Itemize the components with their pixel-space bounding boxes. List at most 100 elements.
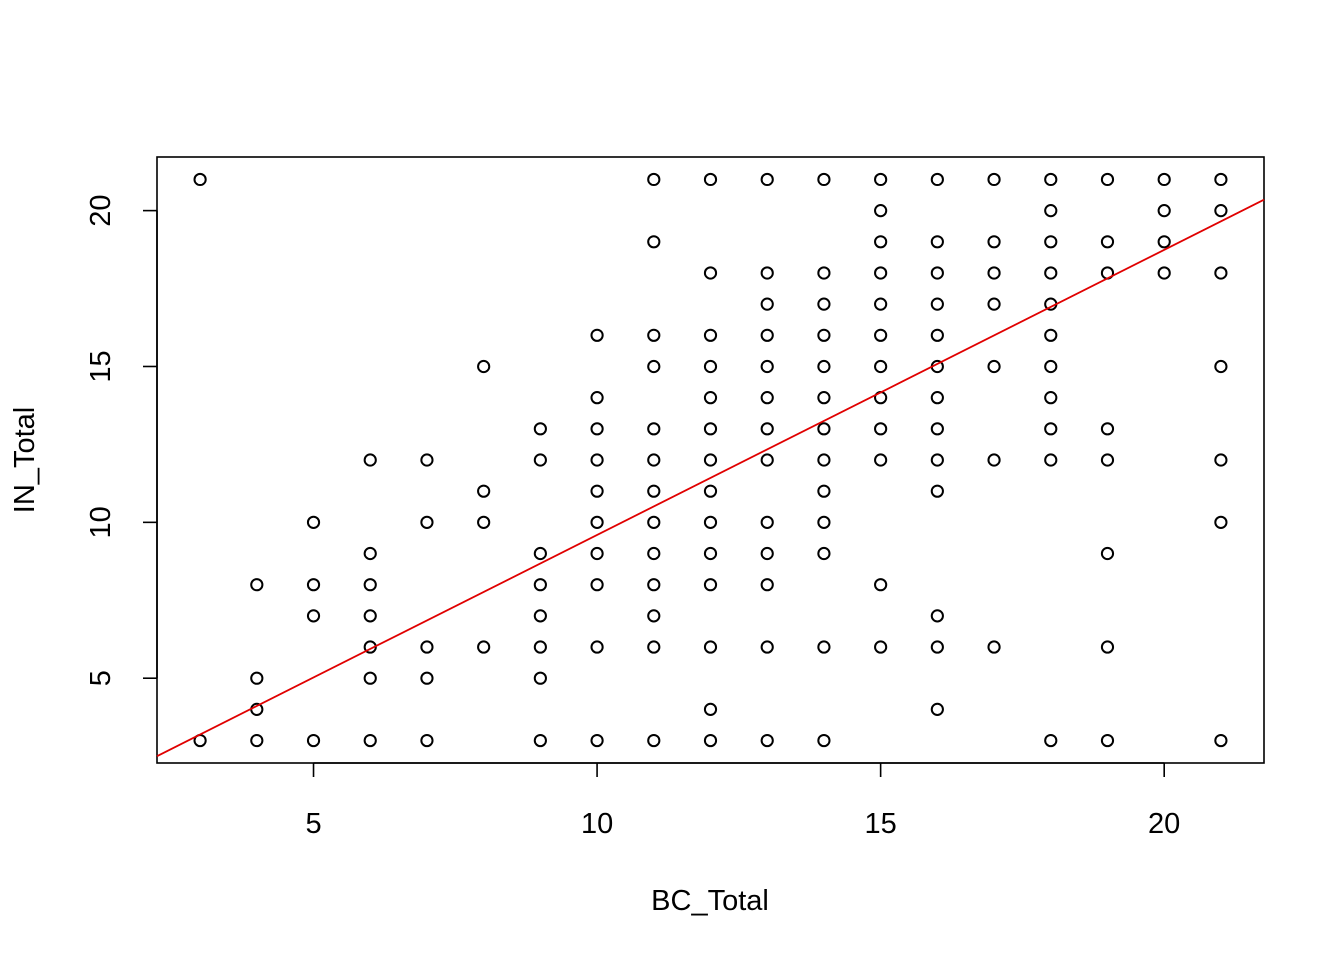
data-point (647, 609, 661, 623)
data-point (930, 453, 944, 467)
data-point (647, 515, 661, 529)
data-point (590, 453, 604, 467)
data-point (874, 297, 888, 311)
data-point (590, 578, 604, 592)
data-point (647, 328, 661, 342)
data-point (306, 733, 321, 748)
data-point (874, 172, 888, 187)
data-point (760, 515, 774, 529)
data-point (703, 359, 718, 374)
data-point (1157, 172, 1171, 187)
data-point (590, 546, 604, 561)
data-point (987, 453, 1001, 467)
data-point (420, 671, 434, 685)
data-point (760, 266, 774, 280)
data-point (420, 733, 434, 748)
data-point (1100, 172, 1115, 187)
data-point (987, 640, 1001, 654)
data-point (477, 640, 491, 654)
data-point (420, 515, 434, 529)
data-point (703, 266, 718, 280)
regression-line (156, 198, 1265, 757)
x-tick-label: 20 (1148, 808, 1180, 840)
data-point (477, 484, 491, 498)
data-point (477, 515, 491, 529)
points-layer (193, 172, 1228, 748)
data-point (703, 733, 718, 748)
data-point (590, 733, 604, 748)
data-point (817, 328, 831, 342)
data-point (760, 172, 774, 187)
data-point (533, 453, 547, 467)
data-point (647, 578, 661, 592)
data-point (1044, 422, 1058, 436)
data-point (1044, 235, 1058, 249)
data-point (306, 515, 321, 529)
data-point (306, 578, 321, 592)
data-point (1044, 172, 1058, 187)
data-point (760, 733, 774, 748)
data-point (760, 546, 774, 561)
data-point (703, 328, 718, 342)
data-point (703, 172, 718, 187)
data-point (930, 266, 944, 280)
data-point (874, 235, 888, 249)
data-point (987, 359, 1001, 374)
data-point (647, 484, 661, 498)
data-point (1157, 266, 1171, 280)
data-point (647, 546, 661, 561)
y-tick-label: 20 (85, 194, 117, 226)
x-axis: 5 10 15 20 (305, 762, 1180, 840)
data-point (1214, 733, 1228, 748)
data-point (817, 453, 831, 467)
data-point (930, 484, 944, 498)
data-point (760, 297, 774, 311)
x-tick-label: 15 (865, 808, 897, 840)
data-point (1044, 391, 1058, 405)
data-point (1214, 359, 1228, 374)
data-point (1044, 733, 1058, 748)
data-point (1044, 204, 1058, 218)
data-point (363, 453, 377, 467)
data-point (363, 671, 377, 685)
data-point (1100, 422, 1115, 436)
data-point (930, 702, 944, 716)
data-point (250, 733, 264, 748)
data-point (647, 453, 661, 467)
data-point (930, 422, 944, 436)
data-point (1214, 204, 1228, 218)
data-point (590, 328, 604, 342)
data-point (1214, 453, 1228, 467)
data-point (477, 359, 491, 374)
data-point (1100, 546, 1115, 561)
data-point (703, 515, 718, 529)
data-point (930, 328, 944, 342)
data-point (760, 391, 774, 405)
x-axis-label: BC_Total (651, 885, 769, 917)
data-point (760, 359, 774, 374)
data-point (874, 422, 888, 436)
data-point (817, 172, 831, 187)
data-point (874, 453, 888, 467)
data-point (760, 640, 774, 654)
data-point (1157, 235, 1171, 249)
data-point (874, 266, 888, 280)
data-point (1100, 640, 1115, 654)
data-point (420, 453, 434, 467)
data-point (760, 328, 774, 342)
y-axis: 5 10 15 20 (85, 194, 158, 686)
data-point (533, 609, 547, 623)
data-point (930, 391, 944, 405)
data-point (703, 546, 718, 561)
data-point (817, 422, 831, 436)
data-point (874, 204, 888, 218)
data-point (1044, 266, 1058, 280)
data-point (874, 640, 888, 654)
data-point (817, 640, 831, 654)
data-point (193, 172, 207, 187)
data-point (590, 422, 604, 436)
data-point (533, 640, 547, 654)
data-point (647, 640, 661, 654)
data-point (533, 671, 547, 685)
